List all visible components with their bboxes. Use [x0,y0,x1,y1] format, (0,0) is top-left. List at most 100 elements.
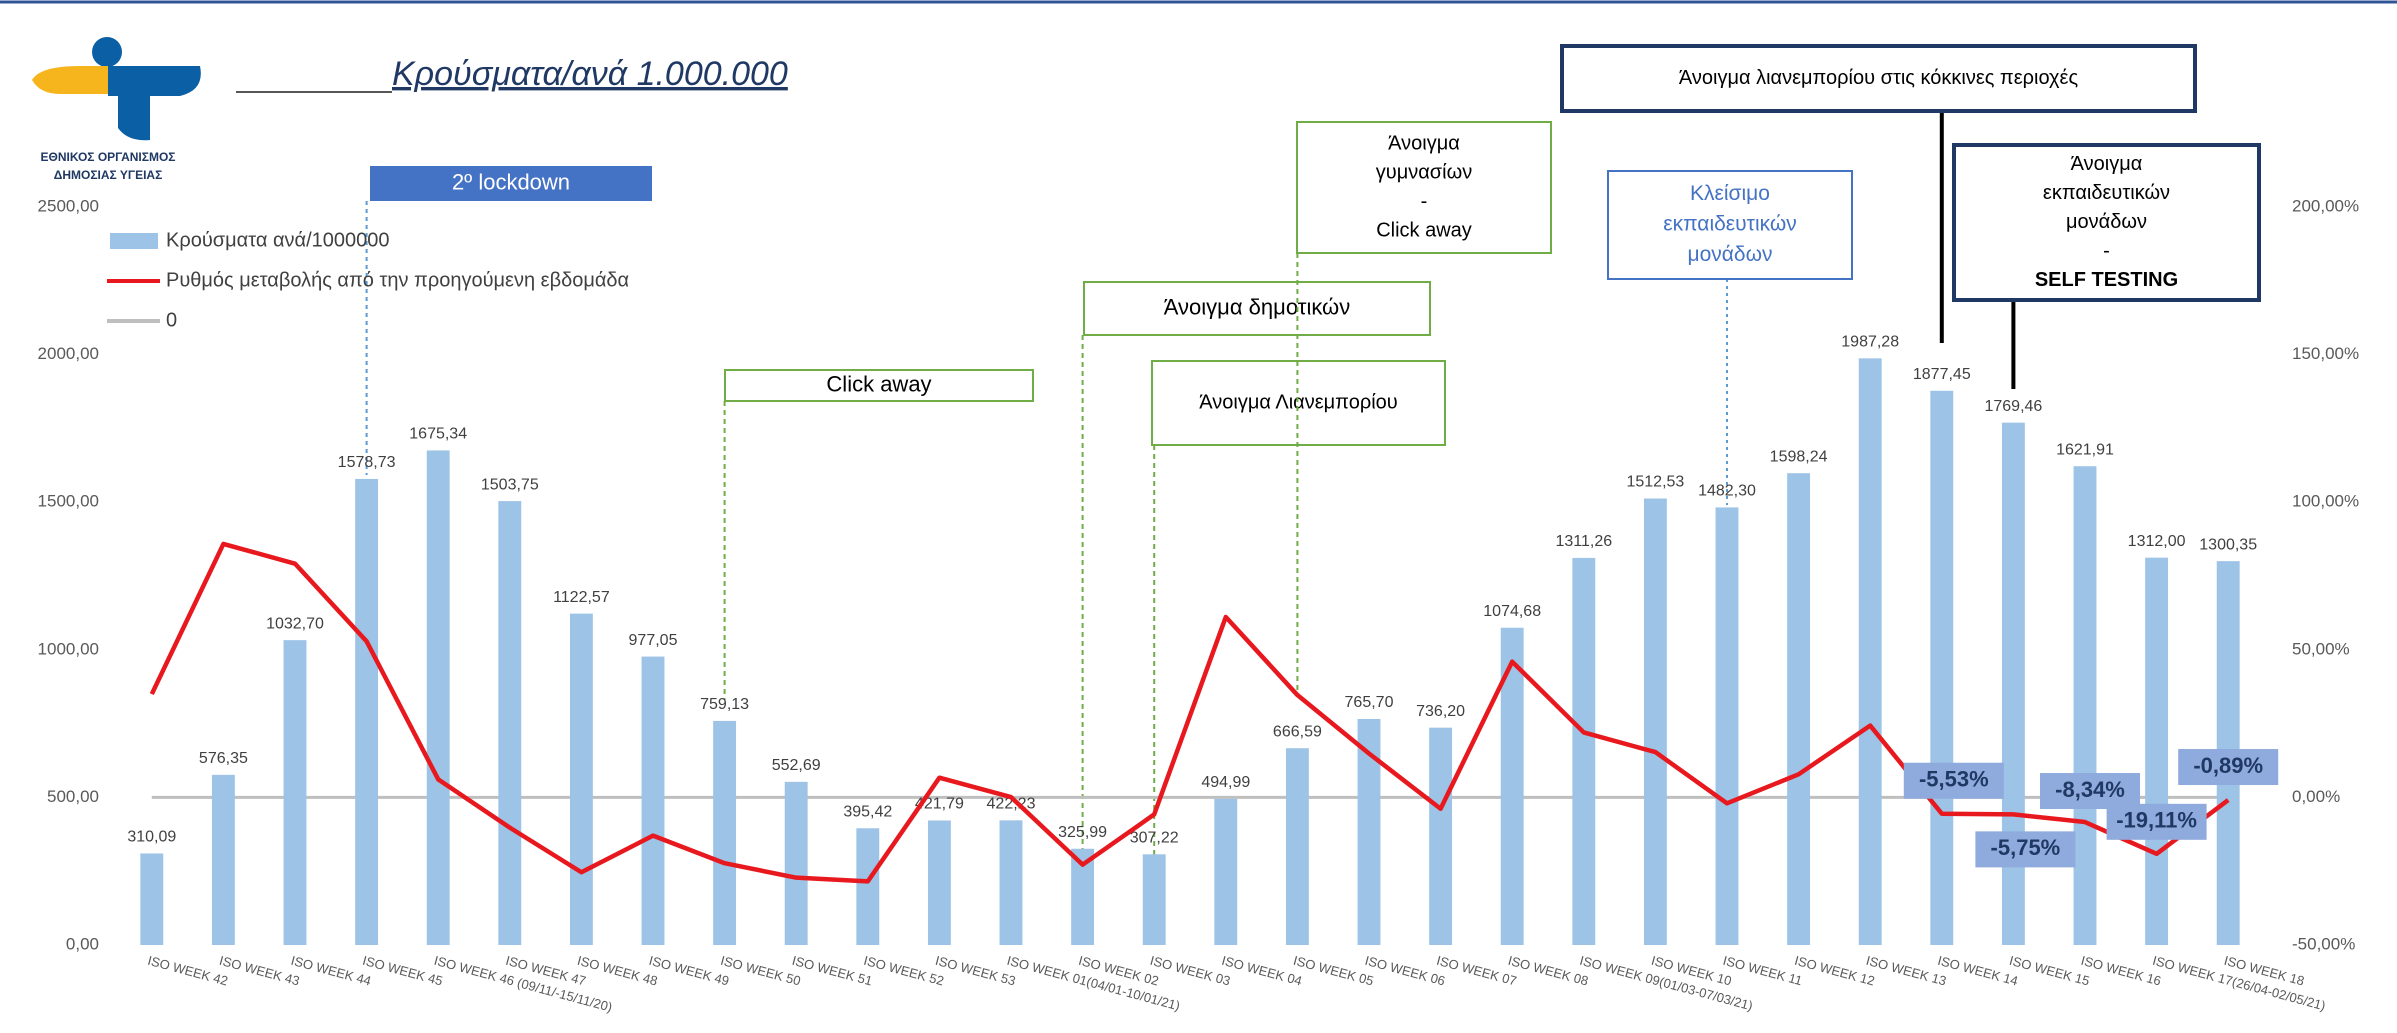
line-value-label: -8,34% [2055,777,2125,802]
bar-value-label: 736,20 [1416,703,1465,720]
annotation-text: μονάδων [1687,243,1772,266]
annotation-box [1296,121,1552,254]
annotation-text: εκπαιδευτικών [2043,182,2170,204]
x-tick-label: ISO WEEK 13 [1865,953,1948,989]
x-tick-label: ISO WEEK 53 [934,953,1017,989]
annotation-box [1151,360,1446,446]
bar-value-label: 1482,30 [1698,483,1756,500]
logo-text: ΕΘΝΙΚΟΣ ΟΡΓΑΝΙΣΜΟΣ [41,150,176,164]
bar [1500,627,1524,945]
bar [2145,557,2169,945]
legend-label: Ρυθμός μεταβολής από την προηγούμενη εβδ… [166,269,629,291]
legend-swatch [110,233,158,249]
bar-value-label: 1311,26 [1555,533,1612,550]
x-tick-label: ISO WEEK 03 [1149,953,1232,989]
value-label-box [2178,749,2279,786]
bar-value-label: 421,79 [915,796,964,813]
legend: Κρούσματα ανά/1000000 Ρυθμός μεταβολής απ… [107,229,629,331]
bar [999,820,1023,945]
annotation-text: εκπαιδευτικών [1663,213,1797,236]
bar [426,450,450,945]
value-label-box [1903,762,2004,799]
bar-value-label: 552,69 [772,757,821,774]
bar-value-label: 1598,24 [1770,448,1828,465]
bar-value-label: 1503,75 [481,476,539,493]
annotation-box [724,369,1034,402]
x-tick-label: ISO WEEK 43 [218,953,301,989]
bar-value-label: 1300,35 [2199,536,2257,553]
y-tick-label: 500,00 [47,787,99,806]
bar [498,501,522,945]
annotation-text: - [2103,240,2110,262]
bar [1858,358,1882,945]
y-tick-label: 1000,00 [38,639,99,658]
x-tick-label: ISO WEEK 51 [791,953,874,989]
bar [1142,854,1166,945]
annotation-text: Άνοιγμα [1388,132,1460,154]
annotation-text: SELF TESTING [2035,269,2178,291]
x-tick-label: ISO WEEK 45 [361,953,444,989]
x-tick-label: ISO WEEK 42 [146,953,229,989]
x-tick-label: ISO WEEK 14 [1936,953,2019,989]
annotation-text: Click away [826,371,931,396]
x-tick-label: ISO WEEK 05 [1292,953,1375,989]
bar [641,656,665,945]
bar [1572,557,1596,945]
line-value-label: -5,75% [1991,835,2061,860]
annotation-text: 2º lockdown [452,169,570,194]
logo-dot [92,37,122,67]
x-tick-label: ISO WEEK 12 [1793,953,1876,989]
bar [283,640,307,945]
annotation-box [370,166,652,201]
bar-value-label: 1512,53 [1626,474,1684,491]
x-tick-label: ISO WEEK 16 [2079,953,2162,989]
y2-tick-label: 200,00% [2292,196,2359,215]
bar-value-label: 759,13 [700,696,749,713]
bar [1429,727,1453,945]
annotations: 2º lockdown Click away Άνοιγμα δημοτικών Άν… [365,44,2261,930]
annotation-box [1560,44,2197,113]
x-tick-label: ISO WEEK 50 [719,953,802,989]
x-tick-label: ISO WEEK 52 [862,953,945,989]
bar-value-label: 765,70 [1345,694,1394,711]
bar-value-label: 977,05 [629,632,678,649]
bar [1071,848,1095,945]
bar-value-label: 1312,00 [2128,533,2186,550]
bar-value-label: 1769,46 [1984,398,2042,415]
bar [1357,718,1381,945]
x-tick-label: ISO WEEK 48 [576,953,659,989]
bar [1787,473,1811,945]
line-series [149,541,2230,884]
bar [1285,748,1309,945]
logo: ΕΘΝΙΚΟΣ ΟΡΓΑΝΙΣΜΟΣ ΔΗΜΟΣΙΑΣ ΥΓΕΙΑΣ [32,37,201,182]
legend-label: Κρούσματα ανά/1000000 [166,229,390,251]
x-tick-label: ISO WEEK 07 [1435,953,1518,989]
value-label-box [1975,831,2076,868]
annotation-box [1607,170,1853,280]
bar-value-label: 1074,68 [1483,603,1541,620]
bar [856,828,880,945]
bar [2073,466,2097,945]
y2-tick-label: 100,00% [2292,492,2359,511]
annotation-text: μονάδων [2066,211,2147,233]
logo-text: ΔΗΜΟΣΙΑΣ ΥΓΕΙΑΣ [54,168,163,182]
bar [140,853,164,945]
x-tick-label: ISO WEEK 15 [2008,953,2091,989]
bar-value-label: 1578,73 [338,454,396,471]
bar [1214,798,1238,945]
bar [1930,390,1954,946]
bar-value-label: 307,22 [1130,830,1179,847]
bar-value-label: 1987,28 [1841,334,1899,351]
bar-value-label: 325,99 [1058,824,1107,841]
line-value-label: -19,11% [2116,808,2197,833]
bar-value-label: 576,35 [199,750,248,767]
annotation-box [1952,143,2261,302]
bar-value-label: 395,42 [843,803,892,820]
x-tick-label: ISO WEEK 11 [1721,953,1804,989]
y2-tick-label: -50,00% [2292,934,2355,953]
y2-tick-label: 50,00% [2292,639,2350,658]
annotation-text: Άνοιγμα δημοτικών [1164,294,1350,319]
value-label-box [2106,803,2207,840]
bar [355,478,379,945]
